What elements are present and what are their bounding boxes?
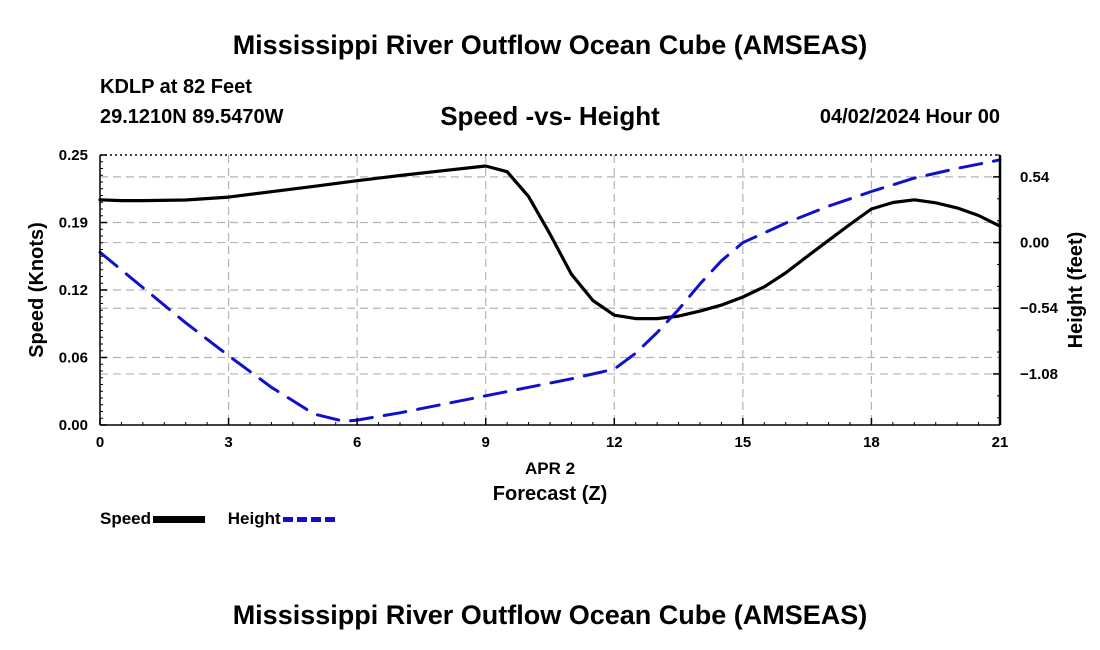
y2-tick-label: −0.54 — [1020, 300, 1059, 317]
x-tick-label: 6 — [353, 434, 361, 451]
y-tick-label: 0.12 — [59, 282, 88, 299]
y2-tick-label: 0.54 — [1020, 169, 1050, 186]
x-axis-title: Forecast (Z) — [493, 483, 607, 505]
coordinates-label: 29.1210N 89.5470W — [100, 106, 284, 128]
series-line-height — [98, 158, 1002, 423]
legend-swatch-height — [282, 517, 335, 523]
chart-title-repeat: Mississippi River Outflow Ocean Cube (AM… — [232, 600, 868, 630]
series-line-speed — [98, 164, 1002, 321]
series-layer — [98, 158, 1002, 423]
y2-axis-title: Height (feet) — [1065, 232, 1087, 349]
y-tick-label: 0.19 — [59, 215, 88, 232]
y2-tick-label: 0.00 — [1020, 235, 1049, 252]
axes-layer: 0 3 6 9 12 15 18 21 0.00 0.06 0.12 0.19 0.25 0.54 0.00… — [59, 147, 1059, 451]
station-label: KDLP at 82 Feet — [100, 76, 252, 98]
grid-layer — [100, 155, 1000, 425]
y2-tick-label: −1.08 — [1020, 366, 1058, 383]
y-tick-label: 0.06 — [59, 350, 88, 367]
legend-label-height: Height — [227, 509, 281, 528]
legend-label-speed: Speed — [100, 509, 152, 528]
chart-title: Mississippi River Outflow Ocean Cube (AM… — [232, 30, 868, 60]
chart-subtitle: Speed -vs- Height — [440, 101, 660, 131]
x-date-label: APR 2 — [525, 459, 575, 478]
legend-swatch-speed — [153, 516, 206, 524]
legend: Speed Height — [100, 509, 353, 529]
datetime-label: 04/02/2024 Hour 00 — [819, 106, 1000, 128]
y-tick-label: 0.25 — [59, 147, 88, 164]
x-tick-label: 0 — [96, 434, 104, 451]
x-tick-label: 18 — [863, 434, 880, 451]
legend-item-speed: Speed — [100, 509, 206, 529]
y-axis-title: Speed (Knots) — [26, 222, 48, 358]
x-tick-label: 15 — [735, 434, 752, 451]
x-tick-label: 21 — [992, 434, 1009, 451]
x-tick-label: 9 — [482, 434, 490, 451]
y-tick-label: 0.00 — [59, 417, 88, 434]
x-tick-label: 3 — [224, 434, 232, 451]
x-tick-label: 12 — [606, 434, 623, 451]
legend-item-height: Height — [228, 509, 335, 529]
